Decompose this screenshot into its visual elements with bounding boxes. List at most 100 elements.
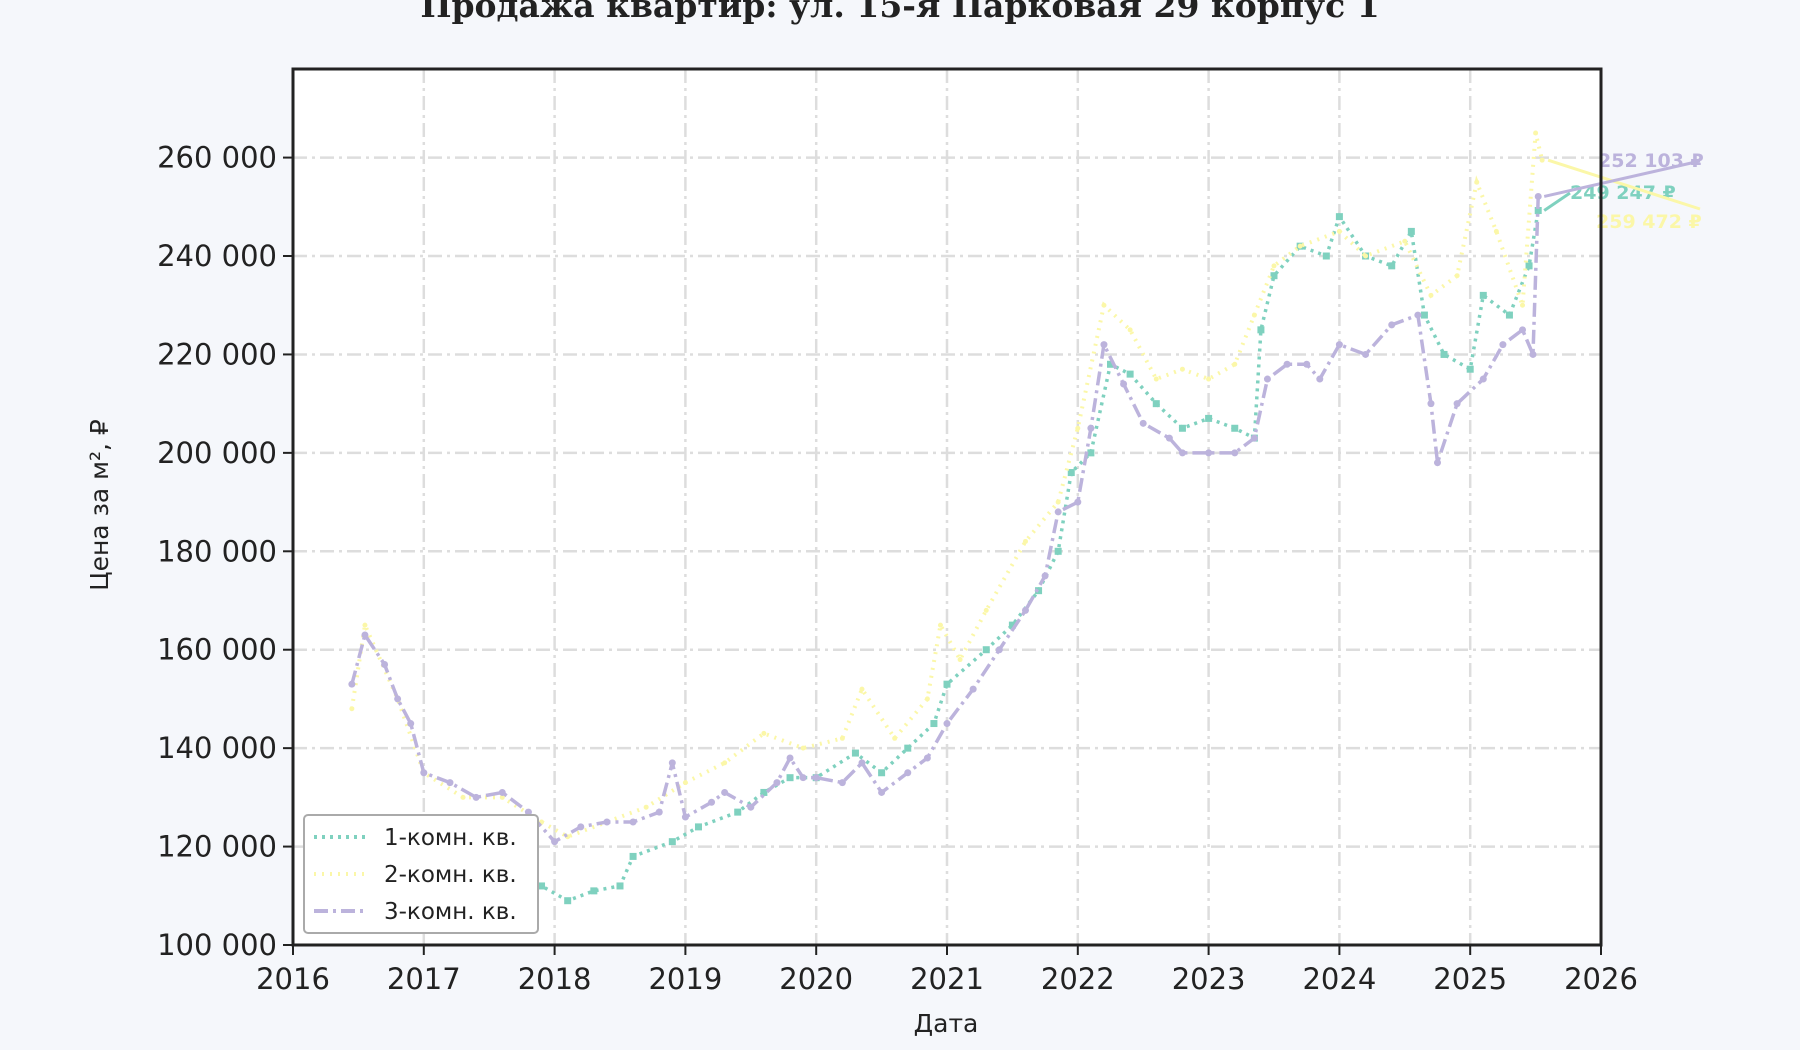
data-point — [1022, 538, 1028, 544]
data-point — [924, 696, 930, 702]
y-tick-label: 160 000 — [157, 633, 277, 667]
data-point — [721, 788, 729, 796]
data-point — [694, 823, 702, 831]
data-point — [1454, 273, 1460, 279]
data-point — [1362, 350, 1370, 358]
data-point — [1388, 321, 1396, 329]
data-point — [838, 779, 846, 787]
data-point — [362, 622, 368, 628]
y-tick-label: 260 000 — [157, 141, 277, 175]
data-point — [603, 818, 611, 826]
x-tick-label: 2023 — [1172, 962, 1246, 996]
data-point — [1205, 449, 1213, 457]
data-point — [937, 622, 943, 628]
data-point — [348, 680, 356, 688]
data-point — [1297, 243, 1303, 249]
data-point — [1316, 375, 1324, 383]
data-point — [1474, 179, 1480, 185]
data-point — [1407, 227, 1415, 235]
data-point — [407, 720, 415, 728]
x-tick-label: 2026 — [1564, 962, 1638, 996]
data-point — [668, 759, 676, 767]
data-point — [590, 887, 598, 895]
x-tick-label: 2021 — [910, 962, 984, 996]
data-point — [943, 720, 951, 728]
data-point — [1263, 375, 1271, 383]
data-point — [655, 808, 663, 816]
data-point — [1479, 291, 1487, 299]
data-point — [983, 607, 989, 613]
data-point — [1257, 326, 1265, 334]
data-point — [1388, 262, 1396, 270]
data-point — [1054, 547, 1062, 555]
data-point — [681, 813, 689, 821]
data-point — [629, 852, 637, 860]
data-point — [1075, 425, 1081, 431]
data-point — [1466, 365, 1474, 373]
data-point — [1074, 498, 1082, 506]
data-point — [564, 897, 572, 905]
data-point — [839, 735, 845, 741]
x-axis-label: Дата — [914, 1009, 979, 1038]
data-point — [878, 788, 886, 796]
data-point — [1055, 499, 1061, 505]
data-point — [1127, 327, 1133, 333]
plot-frame — [291, 67, 1603, 947]
x-tick-label: 2025 — [1433, 962, 1507, 996]
data-point — [1008, 621, 1016, 629]
data-point — [760, 788, 768, 796]
data-point — [943, 680, 951, 688]
data-point — [1479, 375, 1487, 383]
data-point — [812, 774, 820, 782]
data-point — [1539, 157, 1545, 163]
data-point — [1206, 376, 1212, 382]
x-tick-label: 2017 — [387, 962, 461, 996]
data-point — [1251, 312, 1257, 318]
data-point — [538, 882, 546, 890]
data-point — [1363, 253, 1369, 259]
data-point — [930, 720, 938, 728]
annotation-arrow — [1543, 159, 1701, 198]
legend-label: 3-комн. кв. — [384, 899, 517, 925]
data-point — [1126, 370, 1134, 378]
data-point — [892, 735, 898, 741]
data-point — [1453, 400, 1461, 408]
data-point — [878, 769, 886, 777]
data-point — [1427, 400, 1435, 408]
annotation-arrow — [1547, 158, 1701, 211]
data-point — [668, 838, 676, 846]
data-point — [1493, 228, 1499, 234]
y-tick-label: 240 000 — [157, 239, 277, 273]
data-point — [734, 808, 742, 816]
annotation-arrow — [1543, 191, 1571, 212]
data-point — [1534, 207, 1542, 215]
data-point — [1322, 252, 1330, 260]
data-point — [1101, 302, 1107, 308]
data-point — [1231, 449, 1239, 457]
data-point — [799, 774, 807, 782]
data-point — [1100, 341, 1108, 349]
data-point — [1520, 302, 1526, 308]
data-point — [859, 686, 865, 692]
last-value-label: 249 247 ₽ — [1570, 182, 1676, 204]
y-tick-label: 220 000 — [157, 337, 277, 371]
y-tick-label: 200 000 — [157, 436, 277, 470]
data-point — [1533, 130, 1539, 136]
data-point — [904, 744, 912, 752]
data-point — [1303, 360, 1311, 368]
data-point — [773, 779, 781, 787]
y-tick-label: 100 000 — [157, 928, 277, 962]
last-value-label: 252 103 ₽ — [1598, 150, 1704, 172]
data-point — [957, 657, 963, 663]
data-point — [923, 754, 931, 762]
data-point — [1087, 449, 1095, 457]
data-point — [851, 749, 859, 757]
data-point — [858, 759, 866, 767]
last-value-label: 259 472 ₽ — [1596, 211, 1702, 233]
x-tick-label: 2016 — [256, 962, 330, 996]
data-point — [1335, 341, 1343, 349]
data-point — [969, 685, 977, 693]
chart-title: Продажа квартир: ул. 15-я Парковая 29 ко… — [420, 0, 1380, 25]
data-point — [1505, 311, 1513, 319]
